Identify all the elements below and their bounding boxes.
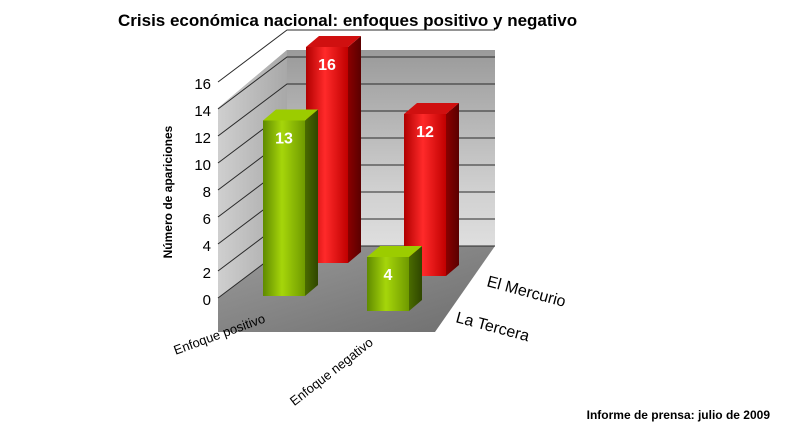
bar-value-label: 12 (416, 124, 434, 141)
y-tick-label: 16 (194, 76, 211, 93)
category-label: Enfoque negativo (287, 335, 376, 409)
gridline (217, 83, 495, 137)
y-tick-label: 14 (194, 103, 211, 120)
bar-top (367, 246, 422, 257)
bar-top (404, 103, 459, 114)
bar-front (367, 257, 409, 311)
bar-top (306, 36, 361, 47)
y-tick-label: 4 (203, 238, 211, 255)
bar-front (263, 120, 305, 296)
y-tick-label: 10 (194, 157, 211, 174)
y-tick-label: 6 (203, 211, 211, 228)
series-label-el-mercurio: El Mercurio (485, 273, 568, 310)
y-tick-label: 0 (203, 292, 211, 309)
y-tick-label: 8 (203, 184, 211, 201)
bar-side (348, 36, 361, 263)
bar-top (263, 109, 318, 121)
bars: 16 12 13 4 (263, 36, 459, 311)
gridline (217, 56, 495, 110)
bar-side (305, 109, 318, 296)
bar-value-label: 16 (318, 57, 336, 74)
bar-side (446, 103, 459, 276)
y-axis-label: Número de apariciones (161, 125, 175, 258)
y-tick-labels: 0 2 4 6 8 10 12 14 16 (194, 76, 211, 309)
y-tick-label: 12 (194, 130, 211, 147)
bar-la-tercera: 13 (263, 109, 318, 296)
bar-la-tercera: 4 (367, 246, 422, 311)
bar-side (409, 246, 422, 311)
bar-value-label: 13 (275, 131, 293, 148)
footnote: Informe de prensa: julio de 2009 (587, 408, 771, 422)
gridline (217, 29, 495, 83)
bar-value-label: 4 (384, 267, 393, 284)
series-label-la-tercera: La Tercera (454, 309, 531, 345)
chart-title: Crisis económica nacional: enfoques posi… (118, 11, 577, 30)
y-tick-label: 2 (203, 265, 211, 282)
